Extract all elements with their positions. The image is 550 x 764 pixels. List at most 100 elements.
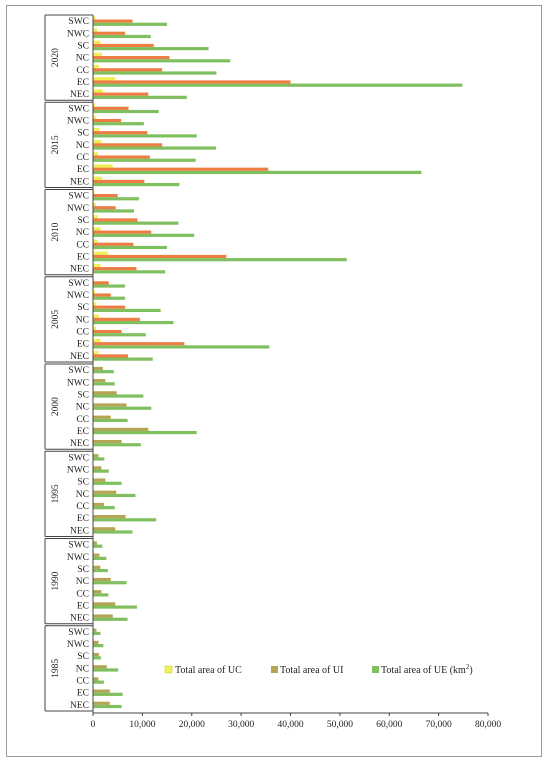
bar	[93, 197, 139, 201]
bar	[93, 577, 111, 582]
category-tick-label: NC	[76, 403, 89, 413]
category-tick-label: CC	[76, 589, 89, 599]
category-tick-label: NWC	[67, 640, 89, 650]
bar	[93, 254, 227, 259]
category-tick-label: NC	[76, 315, 89, 325]
bars-layer	[93, 16, 463, 709]
category-tick-label: SC	[77, 652, 89, 662]
legend-swatch-uc	[164, 665, 173, 674]
bar	[93, 43, 154, 48]
bar	[93, 305, 126, 309]
bar	[93, 590, 102, 594]
bar	[93, 677, 99, 681]
group-label: 1990	[51, 571, 61, 590]
x-tick-label: 10,000	[129, 720, 155, 730]
bar	[93, 218, 138, 222]
bar	[93, 502, 104, 507]
bar	[93, 602, 116, 606]
category-tick-label: NWC	[67, 117, 89, 127]
category-tick-label: SWC	[68, 192, 89, 202]
category-tick-label: EC	[77, 689, 89, 699]
category-tick-label: SWC	[68, 541, 89, 551]
bar	[93, 415, 111, 419]
bar	[93, 701, 110, 705]
bar	[93, 167, 269, 171]
bar	[93, 680, 104, 684]
bar	[93, 628, 97, 632]
group-label: 2000	[51, 397, 61, 416]
legend-label-ue-text: Total area of UE (km	[381, 665, 466, 676]
bar	[93, 329, 122, 334]
category-tick-label: NWC	[67, 291, 89, 301]
bar	[93, 689, 110, 693]
group-label: 2015	[51, 135, 61, 154]
bar	[93, 230, 152, 234]
category-tick-label: NEC	[70, 526, 89, 536]
bar	[93, 106, 129, 110]
category-tick-label: CC	[76, 502, 89, 512]
legend-label-uc: Total area of UC	[175, 665, 242, 676]
bar	[93, 345, 270, 349]
bar	[93, 183, 180, 187]
bar	[93, 267, 137, 271]
bar	[93, 652, 99, 657]
bar	[93, 333, 146, 337]
category-tick-label: EC	[77, 165, 89, 175]
bar	[93, 478, 106, 482]
bar	[93, 221, 179, 225]
bar	[93, 565, 101, 569]
bar	[93, 134, 197, 138]
category-tick-label: NEC	[70, 90, 89, 100]
bar	[93, 193, 118, 198]
group-label: 2010	[51, 222, 61, 241]
category-tick-label: CC	[76, 153, 89, 163]
bar	[93, 617, 128, 621]
bar	[93, 342, 185, 346]
bar	[93, 209, 134, 213]
bar	[93, 31, 126, 35]
x-tick-label: 60,000	[376, 720, 402, 730]
bar	[93, 118, 122, 123]
bar	[93, 16, 96, 20]
bar	[93, 179, 145, 184]
category-tick-label: NEC	[70, 177, 89, 187]
bar	[93, 644, 104, 648]
category-tick-label: NC	[76, 664, 89, 674]
bar	[93, 258, 347, 262]
category-tick-label: NWC	[67, 204, 89, 214]
bar	[93, 190, 95, 194]
group-label: 2020	[51, 48, 61, 67]
bar	[93, 357, 153, 361]
bar	[93, 326, 96, 330]
bar	[93, 80, 291, 84]
category-tick-label: CC	[76, 240, 89, 250]
bar	[93, 338, 101, 343]
bar	[93, 466, 102, 470]
bar	[93, 403, 127, 407]
category-tick-label: CC	[76, 66, 89, 76]
bar	[93, 556, 107, 560]
legend-label-ui: Total area of UI	[280, 665, 343, 676]
category-tick-label: SWC	[68, 17, 89, 27]
category-tick-label: NWC	[67, 29, 89, 39]
bar	[93, 541, 97, 545]
category-tick-label: SWC	[68, 279, 89, 289]
bar	[93, 40, 101, 44]
x-tick-label: 0	[91, 720, 96, 730]
bar	[93, 568, 108, 573]
bar	[93, 284, 126, 288]
bar	[93, 308, 161, 312]
bar	[93, 692, 123, 696]
x-tick-label: 20,000	[179, 720, 205, 730]
bar	[93, 290, 95, 294]
category-tick-label: SC	[77, 41, 89, 51]
bar	[93, 143, 163, 147]
bar	[93, 140, 102, 144]
bar	[93, 354, 129, 358]
category-tick-label: NEC	[70, 352, 89, 362]
legend: Total area of UC Total area of UI Total …	[164, 663, 473, 676]
legend-label-ue-sup: 2	[466, 663, 470, 671]
bar	[93, 68, 163, 72]
bar	[93, 418, 128, 423]
